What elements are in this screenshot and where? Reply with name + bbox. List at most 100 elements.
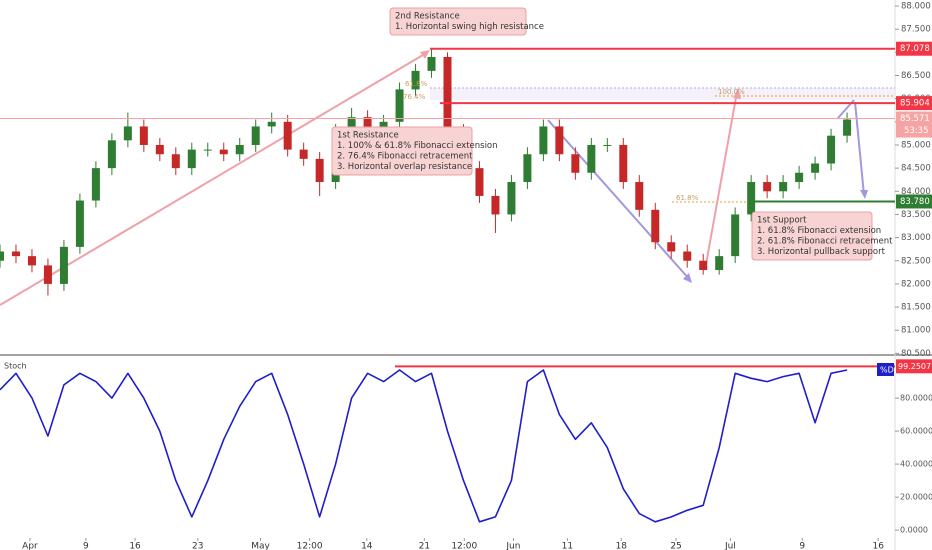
arrow-head <box>733 88 741 99</box>
candle-body <box>555 126 564 155</box>
candle-body <box>171 154 180 169</box>
countdown: 53:35 <box>904 126 929 136</box>
y-tick-label: 82.000 <box>901 279 931 289</box>
candle-body <box>475 168 484 196</box>
y-tick-label: 20.0000 <box>900 493 932 502</box>
candle-body <box>827 135 836 164</box>
x-tick-label: 12:00 <box>451 542 477 550</box>
candle-body <box>747 182 756 215</box>
trend-arrow <box>854 101 865 196</box>
candle-body <box>0 251 4 261</box>
price-tag <box>896 41 932 56</box>
y-tick-label: 81.000 <box>901 326 931 336</box>
x-tick-label: Jun <box>505 542 520 550</box>
annotation-text: 2. 76.4% Fibonacci retracement <box>337 152 473 162</box>
price-tag <box>896 111 932 138</box>
candle-body <box>411 70 420 90</box>
fib-label: 100.0% <box>718 88 745 96</box>
candle-body <box>91 168 100 201</box>
candle-body <box>139 126 148 145</box>
x-tick-label: 9 <box>799 542 805 550</box>
candle-body <box>155 144 164 155</box>
candle-body <box>763 182 772 192</box>
y-tick-label: 86.500 <box>901 71 931 81</box>
annotation-text: 1. 100% & 61.8% Fibonacci extension <box>337 141 498 151</box>
arrow-head <box>683 273 692 283</box>
x-tick-label: 21 <box>419 542 430 550</box>
candle-body <box>683 251 692 261</box>
candle-body <box>299 149 308 159</box>
annotation-box <box>751 211 873 261</box>
trend-arrow <box>547 119 691 281</box>
candle-body <box>187 149 196 169</box>
x-tick-label: 12:00 <box>297 542 323 550</box>
y-tick-label: 80.0000 <box>900 394 932 403</box>
arrow-head <box>860 190 868 199</box>
stoch-line <box>0 369 848 523</box>
annotation-text: 3. Horizontal overlap resistance <box>337 162 472 172</box>
candle-body <box>107 140 116 169</box>
candle-body <box>427 56 436 71</box>
candle-body <box>491 195 500 215</box>
candle-body <box>795 172 804 183</box>
candle-body <box>587 144 596 173</box>
x-tick-label: 14 <box>361 542 373 550</box>
candle-body <box>283 121 292 150</box>
annotation-text: 1st Resistance <box>337 131 399 141</box>
price-tag-label: 83.780 <box>900 197 930 207</box>
annotation-text: 3. Horizontal pullback support <box>757 247 886 257</box>
trend-arrow <box>0 51 429 306</box>
fib-label: 76.4% <box>403 93 426 101</box>
x-tick-label: 18 <box>616 542 628 550</box>
candle-body <box>603 144 612 146</box>
indicator-title: Stoch <box>4 362 27 371</box>
candle-body <box>123 126 132 141</box>
trend-arrow <box>704 91 738 271</box>
y-tick-label: 85.000 <box>901 140 931 150</box>
candle-body <box>731 214 740 257</box>
candle-body <box>395 89 404 122</box>
y-tick-label: 81.500 <box>901 303 931 313</box>
candle-body <box>363 117 372 136</box>
candle-body <box>715 256 724 271</box>
candle-body <box>315 158 324 183</box>
y-tick-label: 80.500 <box>901 349 931 359</box>
annotation-text: 1st Support <box>757 216 807 226</box>
y-tick-label: 83.500 <box>901 210 931 220</box>
fib-label: 61.8% <box>405 80 428 88</box>
y-tick-label: 60.0000 <box>900 427 932 436</box>
candle-body <box>219 149 228 155</box>
candle-body <box>619 144 628 183</box>
candle-body <box>203 149 212 151</box>
candle-body <box>523 154 532 183</box>
candle-body <box>251 126 260 145</box>
y-tick-label: 0.0000 <box>900 526 928 535</box>
x-tick-label: 9 <box>83 542 89 550</box>
candle-body <box>27 256 36 266</box>
candle-body <box>571 154 580 173</box>
y-tick-label: 84.500 <box>901 164 931 174</box>
x-tick-label: Apr <box>22 542 38 550</box>
stoch-tag-label: 99.2507 <box>898 362 931 371</box>
candle-body <box>347 117 356 132</box>
candle-body <box>843 119 852 136</box>
annotation-box <box>331 126 473 176</box>
x-tick-label: 11 <box>562 542 573 550</box>
price-tag <box>896 194 932 209</box>
candle-body <box>267 121 276 127</box>
series-tag <box>877 363 894 376</box>
x-tick-label: Jul <box>724 542 736 550</box>
x-tick-label: 16 <box>129 542 141 550</box>
annotation-text: 1. 61.8% Fibonacci extension <box>757 226 881 236</box>
price-tag-label: 85.571 <box>900 114 930 124</box>
candle-body <box>75 200 84 247</box>
candle-body <box>11 251 20 257</box>
candle-body <box>235 144 244 155</box>
y-tick-label: 40.0000 <box>900 460 932 469</box>
arrow-head <box>420 50 430 59</box>
candle-body <box>699 260 708 271</box>
x-tick-label: 23 <box>192 542 203 550</box>
